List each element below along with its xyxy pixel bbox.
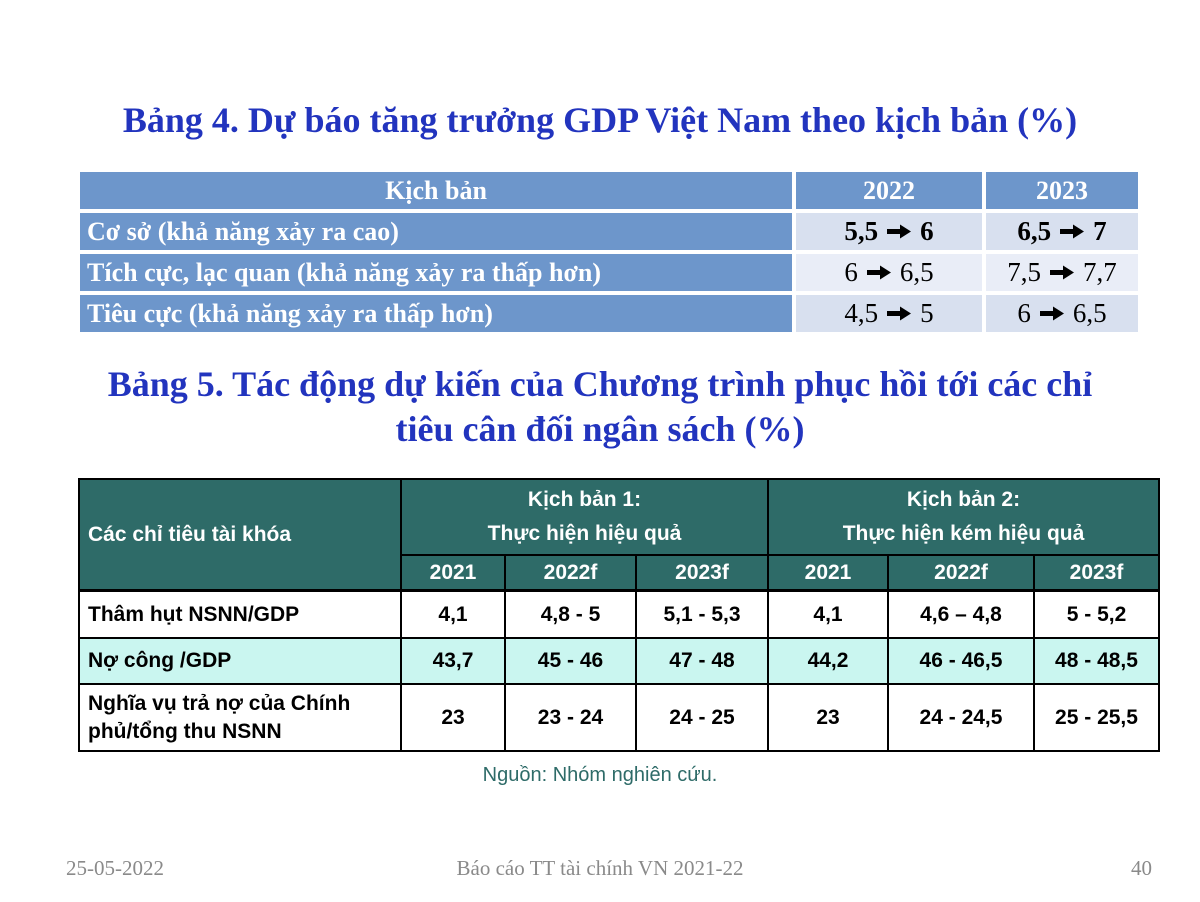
- table5-year-header: 2022f: [887, 554, 1035, 592]
- table-cell: 46 - 46,5: [887, 637, 1035, 685]
- table4-row-label: Tích cực, lạc quan (khả năng xảy ra thấp…: [80, 254, 792, 291]
- table5-row-label: Nghĩa vụ trả nợ của Chính phủ/tổng thu N…: [78, 683, 402, 752]
- table5-title: Bảng 5. Tác động dự kiến của Chương trìn…: [107, 364, 1093, 449]
- gdp-forecast-table: Kịch bản 2022 2023 Cơ sở (khả năng xảy r…: [80, 172, 1138, 332]
- table4-cell-2023: 7,5 7,7: [986, 254, 1138, 291]
- value-from: 7,5: [1007, 257, 1041, 287]
- source-note: Nguồn: Nhóm nghiên cứu.: [482, 764, 718, 786]
- table-cell: 23 - 24: [504, 683, 637, 752]
- value-to: 5: [920, 298, 934, 328]
- table4-cell-2022: 4,5 5: [796, 295, 982, 332]
- fiscal-impact-table: Các chỉ tiêu tài khóa Kịch bản 1: Thực h…: [78, 478, 1161, 752]
- table4-cell-2023: 6,5 7: [986, 213, 1138, 250]
- scenario1-subtitle: Thực hiện hiệu quả: [487, 522, 682, 545]
- table4-header-scenario: Kịch bản: [80, 172, 792, 209]
- arrow-right-icon: [1060, 224, 1085, 239]
- table-cell: 43,7: [400, 637, 506, 685]
- table5-year-header: 2022f: [504, 554, 637, 592]
- arrow-right-icon: [887, 224, 912, 239]
- table-cell: 44,2: [767, 637, 889, 685]
- table5-corner-header: Các chỉ tiêu tài khóa: [78, 478, 402, 592]
- arrow-right-icon: [866, 265, 891, 280]
- table5-row-label: Thâm hụt NSNN/GDP: [78, 589, 402, 639]
- table4-header-2023: 2023: [986, 172, 1138, 209]
- value-to: 6: [920, 216, 934, 246]
- value-to: 6,5: [899, 257, 934, 287]
- table-cell: 4,1: [400, 589, 506, 639]
- table5-scenario2-header: Kịch bản 2: Thực hiện kém hiệu quả: [766, 478, 1161, 556]
- table5-year-header: 2021: [767, 554, 889, 592]
- arrow-right-icon: [1050, 265, 1074, 280]
- footer-date: 25-05-2022: [66, 856, 164, 880]
- table4-row-label: Cơ sở (khả năng xảy ra cao): [80, 213, 792, 250]
- value-to: 7: [1093, 216, 1107, 246]
- table4-cell-2023: 6 6,5: [986, 295, 1138, 332]
- value-from: 4,5: [844, 298, 879, 328]
- table-cell: 4,6 – 4,8: [887, 589, 1035, 639]
- table5-header-row-groups: Các chỉ tiêu tài khóa Kịch bản 1: Thực h…: [78, 478, 1161, 592]
- table-row: Nợ công /GDP 43,7 45 - 46 47 - 48 44,2 4…: [78, 637, 1161, 685]
- table-cell: 48 - 48,5: [1032, 637, 1161, 685]
- table-cell: 45 - 46: [504, 637, 637, 685]
- table4-header-2022: 2022: [796, 172, 982, 209]
- table5-header-row-years: 2021 2022f 2023f 2021 2022f 2023f: [79, 554, 1161, 592]
- table4-title: Bảng 4. Dự báo tăng trưởng GDP Việt Nam …: [122, 100, 1078, 140]
- table4-row-label: Tiêu cực (khả năng xảy ra thấp hơn): [80, 295, 792, 332]
- value-from: 6,5: [1017, 216, 1052, 246]
- value-from: 5,5: [844, 216, 879, 246]
- table-cell: 4,1: [767, 589, 889, 639]
- table-cell: 4,8 - 5: [504, 589, 637, 639]
- table-cell: 5,1 - 5,3: [635, 589, 769, 639]
- footer-report-title: Báo cáo TT tài chính VN 2021-22: [456, 856, 744, 880]
- table-cell: 5 - 5,2: [1032, 589, 1161, 639]
- table-cell: 24 - 24,5: [887, 683, 1035, 752]
- table5-row-label: Nợ công /GDP: [78, 637, 402, 685]
- value-to: 6,5: [1072, 298, 1107, 328]
- table5-year-header: 2023f: [1032, 554, 1161, 592]
- scenario2-title: Kịch bản 2:: [906, 488, 1021, 511]
- footer-page-number: 40: [1131, 856, 1152, 880]
- value-from: 6: [844, 257, 858, 287]
- table-cell: 23: [400, 683, 506, 752]
- scenario2-subtitle: Thực hiện kém hiệu quả: [842, 522, 1085, 545]
- table4-cell-2022: 5,5 6: [796, 213, 982, 250]
- table-cell: 25 - 25,5: [1032, 683, 1161, 752]
- table5-year-header: 2023f: [635, 554, 769, 592]
- table-cell: 24 - 25: [635, 683, 769, 752]
- table-cell: 47 - 48: [635, 637, 769, 685]
- table-cell: 23: [767, 683, 889, 752]
- table-row: Thâm hụt NSNN/GDP 4,1 4,8 - 5 5,1 - 5,3 …: [78, 589, 1161, 639]
- table5-year-header: 2021: [400, 554, 506, 592]
- scenario1-title: Kịch bản 1:: [527, 488, 642, 511]
- arrow-right-icon: [887, 306, 912, 321]
- table4-cell-2022: 6 6,5: [796, 254, 982, 291]
- value-from: 6: [1017, 298, 1031, 328]
- table5-scenario1-header: Kịch bản 1: Thực hiện hiệu quả: [400, 478, 769, 556]
- value-to: 7,7: [1083, 257, 1117, 287]
- arrow-right-icon: [1039, 306, 1064, 321]
- table-row: Nghĩa vụ trả nợ của Chính phủ/tổng thu N…: [78, 683, 1161, 752]
